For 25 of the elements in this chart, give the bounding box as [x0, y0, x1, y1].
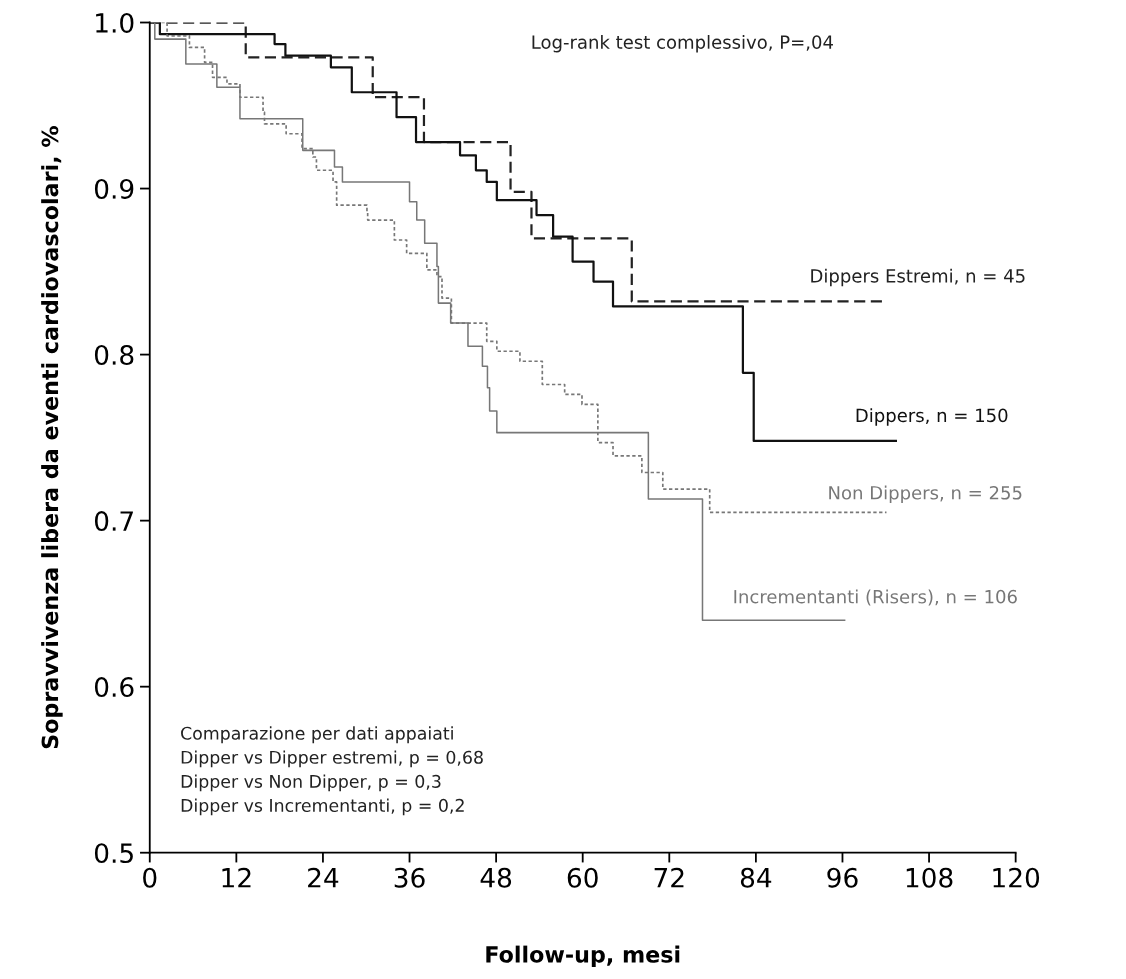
x-tick-label: 96	[827, 867, 858, 888]
x-tick-label: 84	[740, 867, 772, 888]
annotation: Comparazione per dati appaiati Dipper vs Dipper estremi, p = 0,68 Dipper vs Non Dipper, p = 0,3 Dipper vs Incrementanti, p = 0,2	[181, 726, 483, 816]
y-tick-label: 1.0	[96, 12, 134, 33]
series-label: Incrementanti (Risers), n = 106	[734, 589, 1017, 606]
x-tick-label: 24	[308, 867, 339, 888]
y-axis-title: Sopravvivenza libera da eventi cardiovascolari, %	[41, 126, 63, 749]
series-label: Dippers, n = 150	[856, 408, 1008, 426]
y-tick-label: 0.9	[94, 179, 134, 199]
y-tick-label: 0.8	[94, 345, 134, 365]
x-tick-label: 72	[654, 867, 684, 888]
series-label: Non Dippers, n = 255	[829, 485, 1022, 504]
x-tick-label: 60	[567, 867, 598, 888]
x-tick-label: 108	[906, 867, 953, 888]
x-tick-label: 120	[993, 867, 1040, 888]
x-tick-label: 48	[480, 867, 512, 888]
x-tick-label: 36	[394, 867, 425, 888]
y-tick-label: 0.6	[94, 677, 134, 698]
series-label: Dippers Estremi, n = 45	[811, 268, 1025, 287]
y-tick-label: 0.7	[94, 511, 133, 532]
x-axis-title: Follow-up, mesi	[486, 945, 680, 968]
annotation: Log-rank test complessivo, P=,04	[532, 34, 833, 53]
x-tick-label: 12	[222, 867, 251, 888]
y-tick-label: 0.5	[94, 843, 133, 864]
x-tick-label: 0	[143, 867, 157, 888]
